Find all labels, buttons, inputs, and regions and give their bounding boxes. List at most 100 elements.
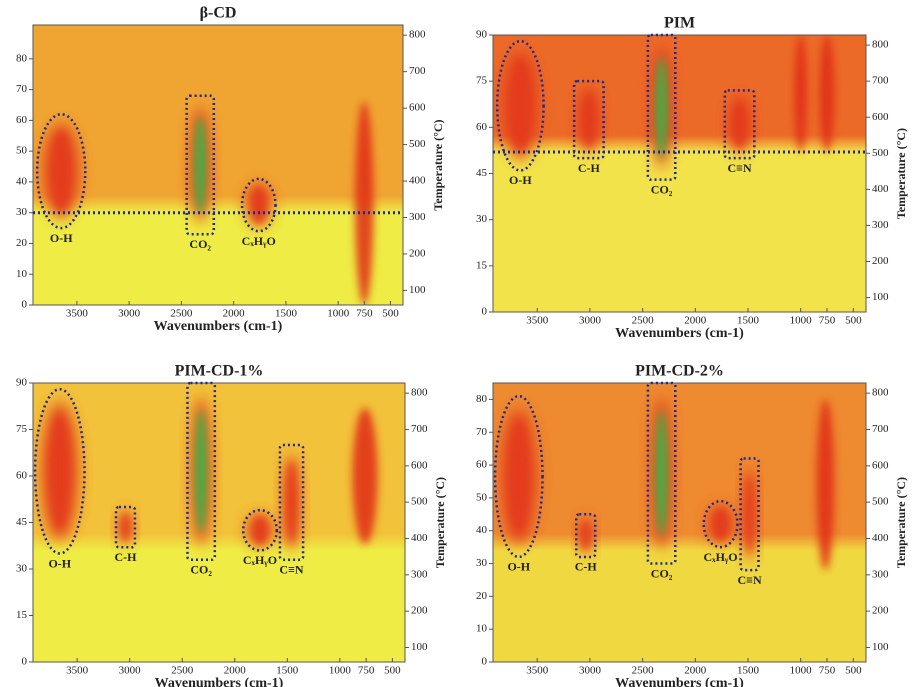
region-label: C-H [578, 161, 601, 175]
region-outline [646, 381, 677, 565]
y-tick-label: 70 [476, 426, 488, 438]
heat-core [48, 413, 71, 529]
region-outline [495, 39, 545, 172]
x-tick-label: 1000 [327, 308, 350, 320]
x-tick-label: 750 [356, 308, 373, 320]
x-tick-label: 500 [845, 665, 862, 677]
region-label: C≡N [737, 573, 762, 587]
plot-frame [32, 24, 404, 306]
y2-tick-label: 800 [872, 387, 889, 399]
y-tick-label: 40 [476, 524, 488, 536]
heatmap-layer [499, 396, 835, 571]
y-tick-label: 75 [16, 423, 28, 435]
y-tick-label: 0 [482, 306, 488, 318]
y-tick-label: 80 [476, 393, 488, 405]
y2-tick-label: 800 [409, 29, 426, 41]
y2-tick-label: 800 [411, 387, 428, 399]
region-outline [702, 499, 739, 549]
x-tick-label: 750 [358, 665, 375, 677]
x-axis-label: Wavenumbers (cm-1) [615, 326, 744, 341]
x-tick-label: 500 [382, 308, 399, 320]
heat-core [508, 420, 530, 533]
y2-tick-label: 500 [872, 147, 889, 159]
x-tick-label: 500 [384, 665, 401, 677]
region-label: CO₂ [190, 562, 212, 576]
heatmap-layer [41, 101, 374, 305]
x-tick-label: 1000 [790, 315, 813, 327]
x-tick-label: 1000 [329, 665, 352, 677]
heat-core [745, 475, 754, 554]
heat-band [816, 399, 835, 571]
heat-core [509, 60, 531, 152]
panel-title: PIM-CD-1% [175, 363, 264, 380]
x-axis-label: Wavenumbers (cm-1) [155, 676, 284, 687]
x-tick-label: 3000 [119, 665, 142, 677]
y2-tick-label: 100 [872, 641, 889, 653]
y-tick-label: 70 [16, 83, 28, 95]
x-tick-label: 2500 [171, 665, 194, 677]
heatmap-background [33, 25, 403, 305]
y2-tick-label: 200 [872, 605, 889, 617]
panel-title: PIM-CD-2% [635, 363, 724, 380]
y2-tick-label: 400 [411, 532, 428, 544]
region-label: C≡N [279, 562, 304, 576]
region-label: CO₂ [651, 182, 673, 196]
x-tick-label: 3500 [526, 315, 549, 327]
x-tick-label: 3500 [526, 665, 549, 677]
y-tick-label: 45 [16, 516, 28, 528]
region-outline [35, 112, 87, 230]
heatmap-layer [40, 396, 378, 552]
x-tick-label: 750 [819, 315, 836, 327]
x-tick-label: 2500 [632, 315, 655, 327]
y2-tick-label: 600 [411, 459, 428, 471]
y-tick-label: 0 [22, 299, 28, 311]
y2-tick-label: 800 [872, 39, 889, 51]
heat-core [50, 131, 73, 211]
region-label: CₓHᵧO [243, 553, 277, 567]
y2-tick-label: 600 [872, 459, 889, 471]
heat-core [286, 462, 297, 543]
y2-tick-label: 400 [409, 175, 426, 187]
heat-band [794, 35, 807, 152]
y-tick-label: 80 [16, 52, 28, 64]
region-label: C-H [575, 560, 598, 574]
x-tick-label: 3500 [66, 308, 89, 320]
heat-band [819, 35, 835, 152]
region-label: CO₂ [189, 237, 211, 251]
x-tick-label: 1500 [275, 308, 298, 320]
x-tick-label: 1500 [737, 665, 760, 677]
y2-tick-label: 200 [411, 605, 428, 617]
heat-core [655, 56, 668, 158]
region-outline [186, 381, 217, 561]
heat-core [252, 516, 268, 545]
region-label: O-H [50, 231, 73, 245]
heat-core [582, 92, 596, 147]
region-label: CₓHᵧO [704, 550, 738, 564]
y2-tick-label: 500 [409, 138, 426, 150]
x-tick-label: 1500 [737, 315, 760, 327]
y2-tick-label: 200 [872, 255, 889, 267]
y2-tick-label: 700 [872, 423, 889, 435]
heat-core [194, 116, 207, 214]
heat-band [354, 101, 374, 305]
region-outline [739, 457, 760, 572]
y2-tick-label: 100 [872, 291, 889, 303]
region-outline [185, 94, 216, 236]
heat-core [581, 520, 590, 551]
y2-axis-label: Temperature (°C) [433, 477, 447, 568]
y-tick-label: 50 [476, 491, 488, 503]
region-outline [493, 394, 544, 559]
region-outline [278, 443, 305, 561]
y-tick-label: 60 [476, 121, 488, 133]
y2-tick-label: 200 [409, 247, 426, 259]
y-tick-label: 40 [16, 175, 28, 187]
x-axis-label: Wavenumbers (cm-1) [615, 676, 744, 687]
y2-tick-label: 700 [411, 423, 428, 435]
y-tick-label: 90 [476, 29, 488, 41]
y2-tick-label: 700 [409, 65, 426, 77]
x-tick-label: 3000 [579, 665, 602, 677]
